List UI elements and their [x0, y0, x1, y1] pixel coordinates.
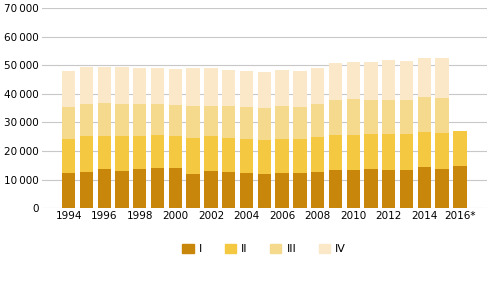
- Bar: [62, 107, 75, 139]
- Bar: [98, 103, 111, 136]
- Bar: [98, 169, 111, 208]
- Bar: [400, 100, 413, 134]
- Bar: [329, 135, 342, 169]
- Bar: [62, 173, 75, 208]
- Bar: [436, 58, 449, 98]
- Bar: [115, 136, 129, 171]
- Bar: [436, 133, 449, 169]
- Bar: [382, 134, 395, 170]
- Bar: [400, 134, 413, 170]
- Bar: [418, 97, 431, 132]
- Bar: [418, 132, 431, 167]
- Bar: [364, 62, 378, 100]
- Bar: [240, 173, 253, 208]
- Bar: [222, 138, 235, 172]
- Bar: [187, 137, 200, 174]
- Bar: [133, 68, 146, 104]
- Bar: [347, 135, 360, 169]
- Bar: [204, 136, 218, 171]
- Bar: [364, 134, 378, 169]
- Bar: [98, 136, 111, 169]
- Bar: [453, 131, 466, 166]
- Bar: [258, 108, 271, 140]
- Bar: [418, 58, 431, 97]
- Bar: [133, 169, 146, 208]
- Bar: [293, 107, 306, 139]
- Bar: [329, 100, 342, 135]
- Bar: [453, 166, 466, 208]
- Bar: [62, 139, 75, 173]
- Bar: [151, 69, 164, 104]
- Bar: [187, 174, 200, 208]
- Bar: [293, 173, 306, 208]
- Bar: [240, 71, 253, 107]
- Bar: [293, 71, 306, 107]
- Bar: [168, 168, 182, 208]
- Bar: [133, 104, 146, 136]
- Bar: [275, 106, 289, 139]
- Bar: [151, 135, 164, 169]
- Bar: [151, 169, 164, 208]
- Bar: [347, 62, 360, 99]
- Bar: [418, 167, 431, 208]
- Bar: [115, 67, 129, 104]
- Bar: [275, 70, 289, 106]
- Bar: [62, 71, 75, 107]
- Bar: [382, 59, 395, 100]
- Bar: [329, 63, 342, 100]
- Bar: [222, 69, 235, 106]
- Bar: [240, 139, 253, 173]
- Bar: [311, 104, 324, 137]
- Bar: [311, 172, 324, 208]
- Bar: [347, 99, 360, 135]
- Bar: [80, 172, 93, 208]
- Bar: [80, 67, 93, 104]
- Bar: [168, 69, 182, 105]
- Bar: [400, 170, 413, 208]
- Bar: [168, 105, 182, 136]
- Bar: [364, 169, 378, 208]
- Bar: [293, 139, 306, 173]
- Bar: [204, 106, 218, 136]
- Bar: [133, 136, 146, 169]
- Bar: [240, 107, 253, 139]
- Bar: [258, 72, 271, 108]
- Bar: [222, 106, 235, 138]
- Bar: [329, 169, 342, 208]
- Bar: [115, 171, 129, 208]
- Bar: [204, 171, 218, 208]
- Bar: [151, 104, 164, 135]
- Bar: [115, 104, 129, 136]
- Bar: [382, 170, 395, 208]
- Bar: [436, 98, 449, 133]
- Bar: [187, 68, 200, 106]
- Bar: [258, 140, 271, 174]
- Bar: [222, 172, 235, 208]
- Legend: I, II, III, IV: I, II, III, IV: [178, 239, 351, 259]
- Bar: [364, 100, 378, 134]
- Bar: [80, 137, 93, 172]
- Bar: [400, 61, 413, 100]
- Bar: [275, 139, 289, 173]
- Bar: [187, 106, 200, 137]
- Bar: [80, 104, 93, 137]
- Bar: [168, 136, 182, 168]
- Bar: [258, 174, 271, 208]
- Bar: [436, 169, 449, 208]
- Bar: [311, 137, 324, 172]
- Bar: [275, 173, 289, 208]
- Bar: [382, 100, 395, 134]
- Bar: [311, 68, 324, 104]
- Bar: [98, 67, 111, 103]
- Bar: [347, 169, 360, 208]
- Bar: [204, 68, 218, 106]
